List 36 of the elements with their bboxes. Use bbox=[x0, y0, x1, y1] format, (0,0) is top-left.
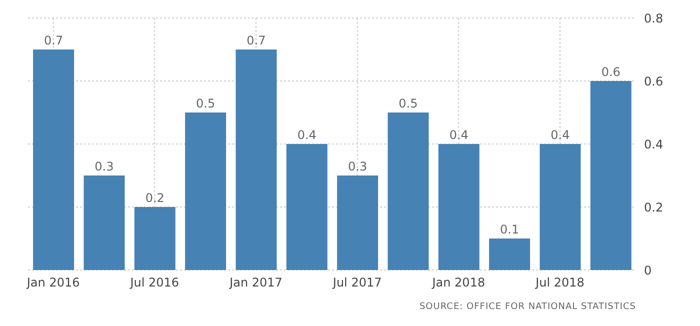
data-label: 0.3 bbox=[348, 160, 368, 174]
data-label: 0.2 bbox=[145, 191, 164, 205]
bar bbox=[134, 207, 176, 270]
data-label: 0.4 bbox=[297, 128, 316, 142]
bar bbox=[33, 50, 74, 270]
x-tick-label: Jul 2016 bbox=[129, 276, 180, 290]
bar bbox=[185, 112, 226, 270]
x-tick-label: Jul 2018 bbox=[534, 276, 584, 290]
bar bbox=[236, 50, 277, 270]
data-label: 0.7 bbox=[44, 34, 64, 48]
y-tick-label: 0 bbox=[644, 263, 652, 278]
bar bbox=[438, 144, 480, 270]
bar bbox=[286, 144, 328, 270]
bar bbox=[388, 112, 429, 270]
y-tick-label: 0.8 bbox=[644, 11, 664, 26]
bar bbox=[540, 144, 581, 270]
x-tick-label: Jul 2017 bbox=[332, 276, 382, 290]
bar bbox=[84, 176, 125, 270]
data-label: 0.5 bbox=[196, 96, 216, 110]
bar bbox=[337, 176, 378, 270]
data-label: 0.6 bbox=[601, 65, 620, 79]
source-note: SOURCE: OFFICE FOR NATIONAL STATISTICS bbox=[418, 302, 637, 312]
y-tick-label: 0.6 bbox=[644, 74, 664, 88]
x-tick-label: Jan 2016 bbox=[26, 276, 80, 290]
y-tick-label: 0.4 bbox=[644, 137, 664, 152]
bar bbox=[489, 238, 530, 270]
data-label: 0.7 bbox=[246, 34, 266, 48]
data-label: 0.4 bbox=[550, 128, 570, 142]
y-tick-label: 0.2 bbox=[644, 200, 664, 214]
data-label: 0.3 bbox=[94, 160, 114, 174]
data-label: 0.5 bbox=[398, 96, 418, 110]
x-tick-label: Jan 2018 bbox=[431, 276, 486, 290]
data-label: 0.4 bbox=[449, 128, 468, 142]
data-label: 0.1 bbox=[500, 222, 520, 236]
bar bbox=[590, 81, 632, 270]
x-tick-label: Jan 2017 bbox=[228, 276, 282, 290]
